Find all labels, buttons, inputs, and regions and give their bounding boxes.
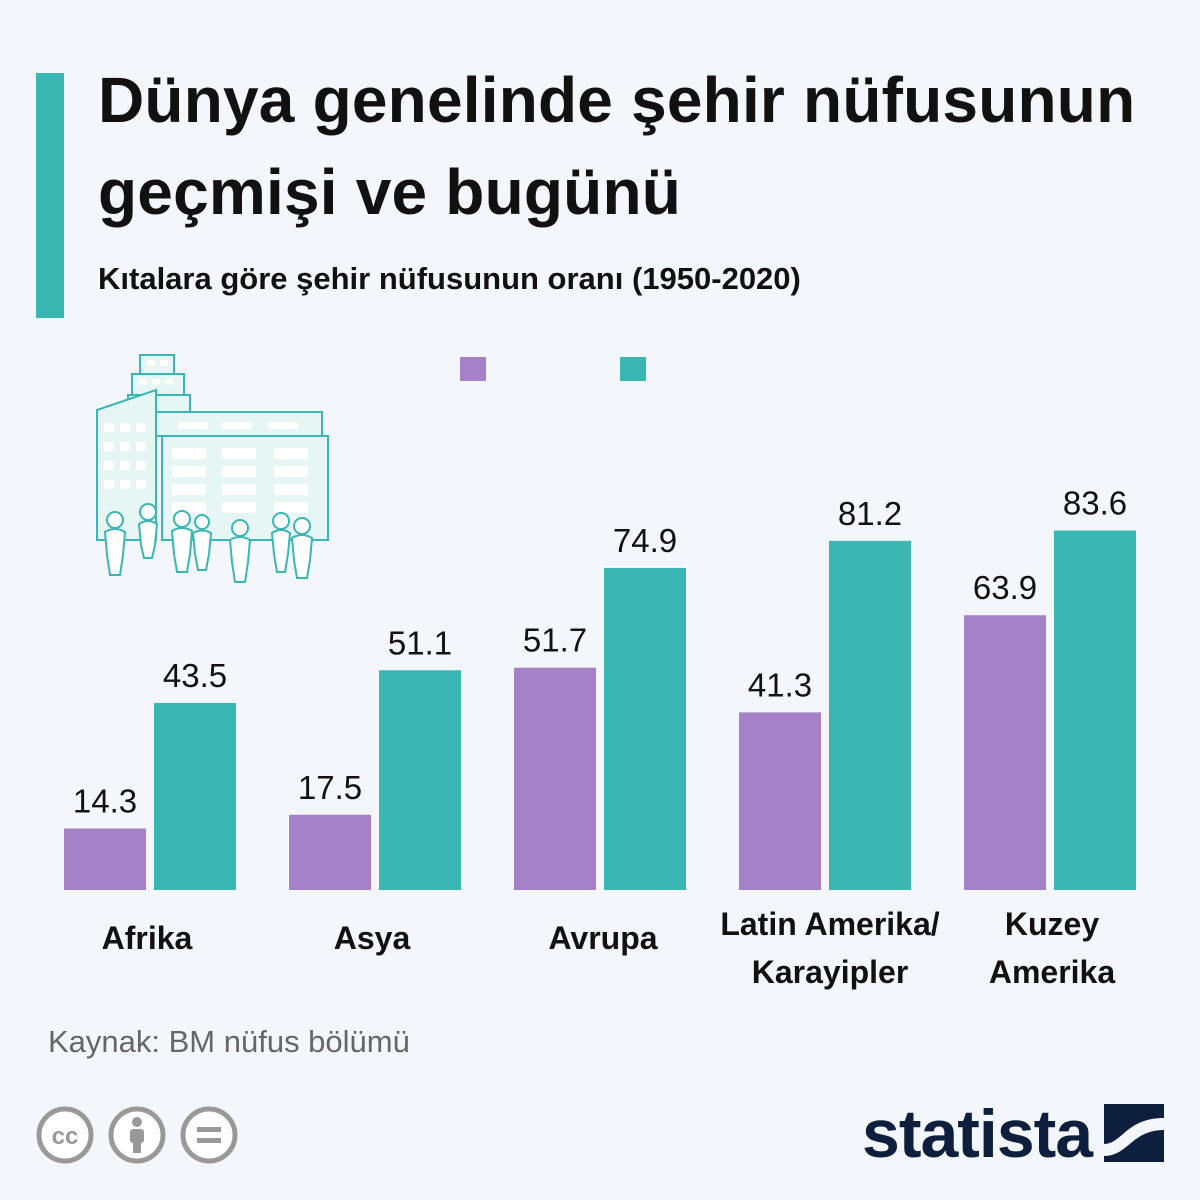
- title-accent-bar: [36, 73, 64, 318]
- bar-asya-1950: [289, 814, 371, 890]
- city-buildings-with-people-icon: [96, 354, 329, 583]
- data-label-afrika-2020: 43.5: [163, 657, 227, 694]
- category-label-latin-amerika: Latin Amerika/ Karayipler: [720, 906, 940, 990]
- source-note: Kaynak: BM nüfus bölümü: [48, 1024, 410, 1059]
- category-label-afrika: Afrika: [101, 920, 193, 956]
- data-label-avrupa-2020: 74.9: [613, 522, 677, 559]
- category-label-avrupa: Avrupa: [548, 920, 658, 956]
- cc-icon[interactable]: cc: [36, 1106, 94, 1164]
- data-label-latin-amerika-2020: 81.2: [838, 495, 902, 532]
- bar-afrika-2020: [154, 702, 236, 890]
- data-label-kuzey-amerika-1950: 63.9: [973, 569, 1037, 606]
- chart-subtitle: Kıtalara göre şehir nüfusunun oranı (195…: [98, 261, 801, 296]
- bar-avrupa-2020: [604, 567, 686, 890]
- legend-swatch-1950: [460, 357, 486, 381]
- data-label-kuzey-amerika-2020: 83.6: [1063, 485, 1127, 522]
- chart-title: Dünya genelinde şehir nüfusunun geçmişi …: [98, 64, 1136, 228]
- license-icons: cc: [36, 1106, 238, 1164]
- attribution-icon[interactable]: [108, 1106, 166, 1164]
- bar-afrika-1950: [64, 828, 146, 890]
- statista-logo[interactable]: statista: [862, 1096, 1172, 1172]
- data-label-avrupa-1950: 51.7: [523, 622, 587, 659]
- legend-swatch-2020: [620, 357, 646, 381]
- statista-wordmark: statista: [862, 1096, 1093, 1172]
- data-label-latin-amerika-1950: 41.3: [748, 666, 812, 703]
- category-label-asya: Asya: [333, 920, 411, 956]
- bar-latin-amerika-1950: [739, 712, 821, 890]
- data-label-asya-1950: 17.5: [298, 769, 362, 806]
- bar-kuzey-amerika-1950: [964, 615, 1046, 890]
- data-label-afrika-1950: 14.3: [73, 783, 137, 820]
- statista-logo-mark-icon: [1104, 1104, 1164, 1162]
- bar-latin-amerika-2020: [829, 540, 911, 890]
- bar-kuzey-amerika-2020: [1054, 530, 1136, 890]
- bar-asya-2020: [379, 670, 461, 890]
- svg-text:cc: cc: [52, 1123, 79, 1150]
- bar-avrupa-1950: [514, 667, 596, 890]
- no-derivatives-icon[interactable]: [180, 1106, 238, 1164]
- category-label-kuzey-amerika: Kuzey Amerika: [988, 906, 1116, 990]
- data-label-asya-2020: 51.1: [388, 624, 452, 661]
